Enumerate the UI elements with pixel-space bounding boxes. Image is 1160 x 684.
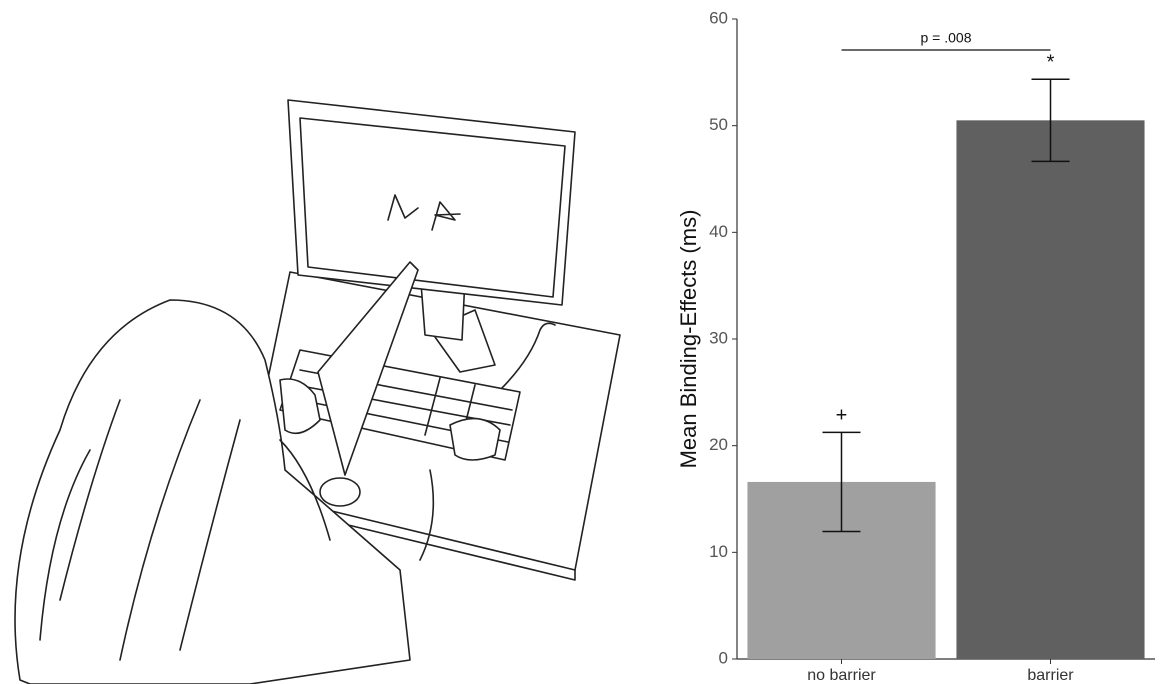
- significance-marker: *: [1047, 52, 1055, 74]
- x-tick-label: barrier: [1027, 667, 1074, 684]
- monitor: [288, 100, 575, 305]
- x-tick-label: no barrier: [807, 667, 876, 684]
- bar: [956, 120, 1144, 659]
- y-tick-label: 10: [709, 542, 728, 561]
- y-tick-label: 20: [709, 435, 728, 454]
- y-axis-label: Mean Binding-Effects (ms): [676, 210, 701, 469]
- significance-label: p = .008: [921, 30, 972, 46]
- y-tick-label: 30: [709, 328, 728, 347]
- figure: Mean Binding-Effects (ms) 0 10 20 30 40 50 60 n…: [0, 0, 1160, 684]
- illustration: [15, 100, 620, 684]
- y-tick-label: 0: [719, 648, 728, 667]
- right-hand: [450, 419, 500, 460]
- y-tick-label: 60: [709, 8, 728, 27]
- barrier-foot: [320, 478, 360, 506]
- y-tick-label: 50: [709, 115, 728, 134]
- significance-marker: +: [836, 405, 848, 427]
- y-tick-label: 40: [709, 222, 728, 241]
